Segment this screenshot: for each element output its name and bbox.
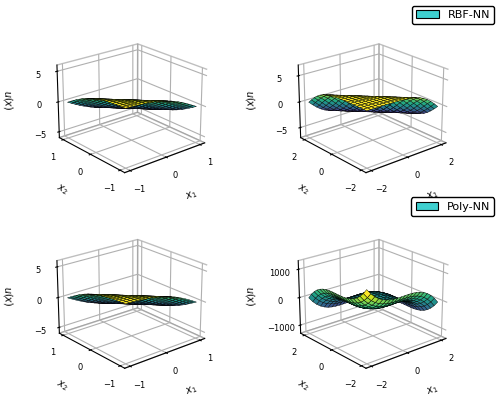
Y-axis label: $x_2$: $x_2$ [54,182,70,198]
X-axis label: $x_1$: $x_1$ [425,383,440,398]
X-axis label: $x_1$: $x_1$ [184,383,198,398]
Legend: Poly-NN: Poly-NN [411,197,494,216]
Y-axis label: $x_2$: $x_2$ [295,182,310,198]
Legend: RBF-NN: RBF-NN [412,5,494,25]
X-axis label: $x_1$: $x_1$ [425,188,440,203]
X-axis label: $x_1$: $x_1$ [184,188,198,203]
Y-axis label: $x_2$: $x_2$ [54,377,70,393]
Y-axis label: $x_2$: $x_2$ [295,377,310,393]
